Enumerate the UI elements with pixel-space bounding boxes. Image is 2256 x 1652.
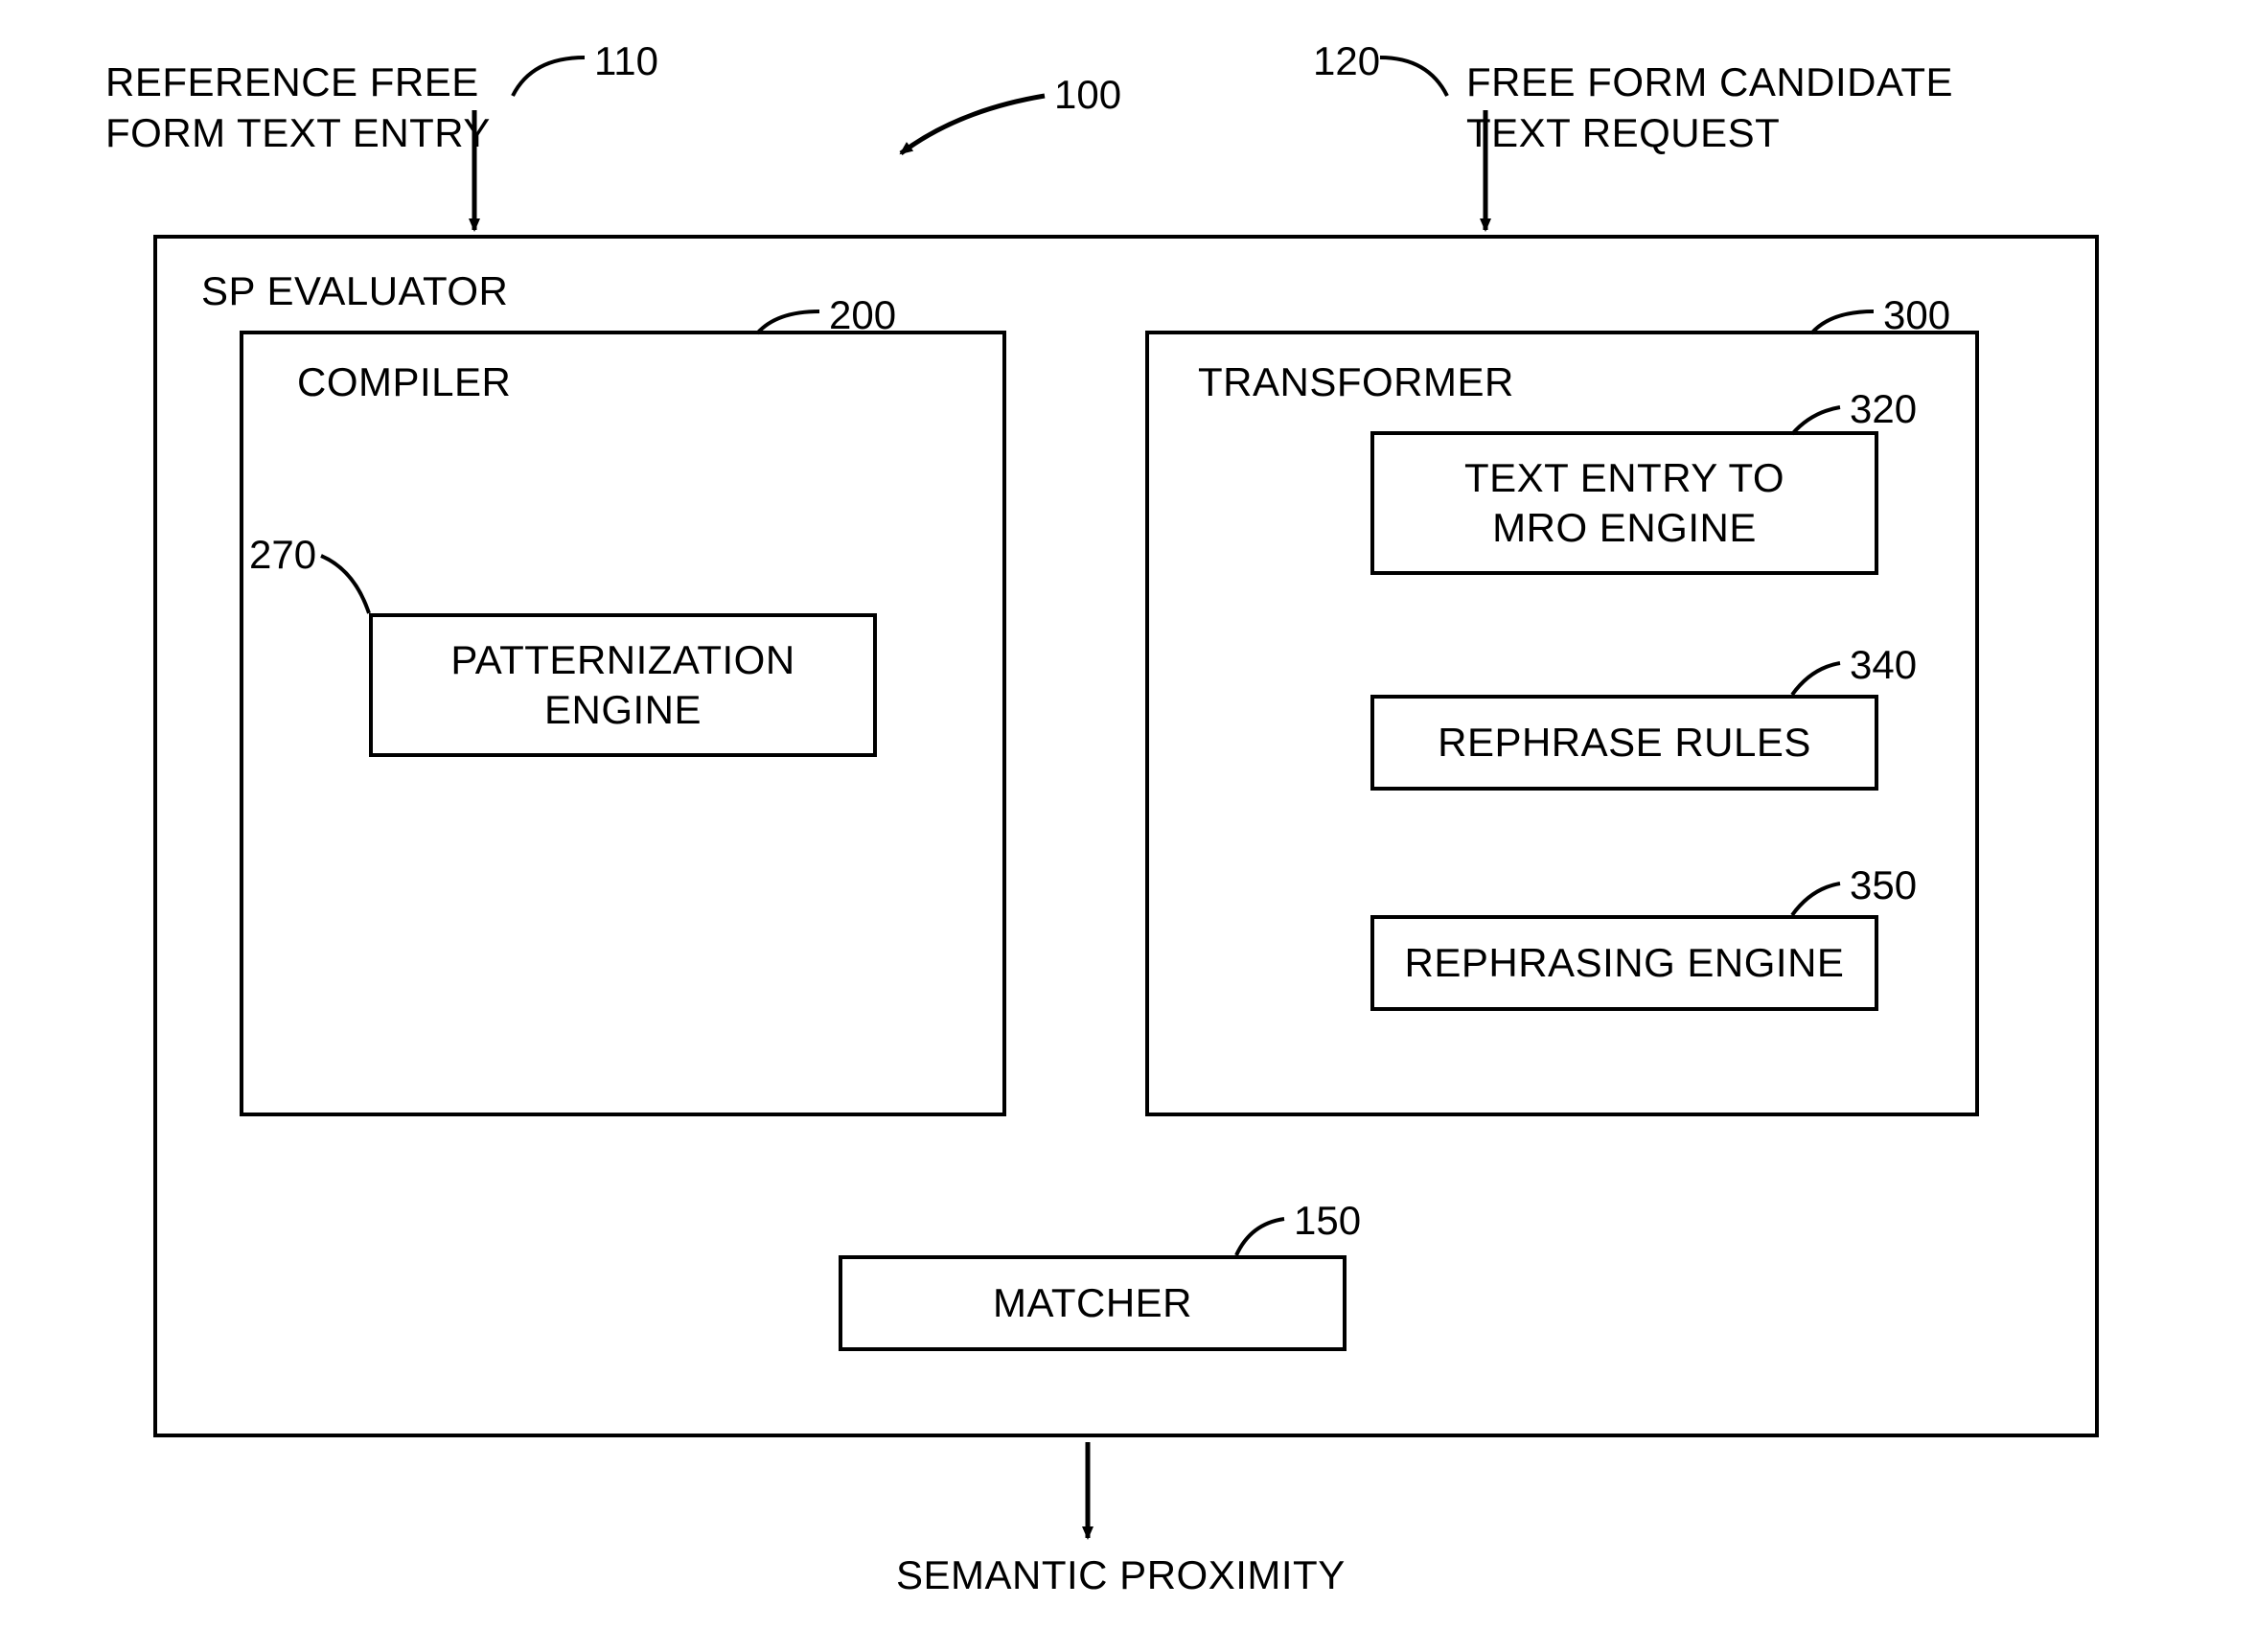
- input-left-label: REFERENCE FREE FORM TEXT ENTRY: [105, 57, 491, 158]
- patternization-ref: 270: [249, 532, 316, 578]
- output-label: SEMANTIC PROXIMITY: [896, 1552, 1346, 1598]
- matcher-label: MATCHER: [993, 1280, 1192, 1326]
- compiler-ref: 200: [829, 292, 896, 338]
- rephrase-rules-label: REPHRASE RULES: [1438, 720, 1811, 766]
- input-right-label: FREE FORM CANDIDATE TEXT REQUEST: [1466, 57, 1953, 158]
- rephrase-rules-ref: 340: [1850, 642, 1917, 688]
- diagram-canvas: REFERENCE FREE FORM TEXT ENTRY 110 FREE …: [0, 0, 2256, 1652]
- patternization-label: PATTERNIZATION ENGINE: [450, 635, 794, 736]
- transformer-ref: 300: [1883, 292, 1950, 338]
- rephrasing-engine-ref: 350: [1850, 862, 1917, 908]
- rephrasing-engine-label: REPHRASING ENGINE: [1405, 940, 1845, 986]
- sp-evaluator-title: SP EVALUATOR: [201, 268, 508, 314]
- rephrasing-engine-box: REPHRASING ENGINE: [1370, 915, 1878, 1011]
- patternization-box: PATTERNIZATION ENGINE: [369, 613, 877, 757]
- compiler-title: COMPILER: [297, 359, 511, 405]
- mro-box: TEXT ENTRY TO MRO ENGINE: [1370, 431, 1878, 575]
- input-right-ref: 120: [1313, 38, 1380, 84]
- matcher-ref: 150: [1294, 1198, 1361, 1244]
- top-ref: 100: [1054, 72, 1121, 118]
- mro-label: TEXT ENTRY TO MRO ENGINE: [1464, 453, 1784, 554]
- transformer-title: TRANSFORMER: [1198, 359, 1514, 405]
- input-left-ref: 110: [594, 38, 658, 84]
- matcher-box: MATCHER: [839, 1255, 1347, 1351]
- rephrase-rules-box: REPHRASE RULES: [1370, 695, 1878, 791]
- mro-ref: 320: [1850, 386, 1917, 432]
